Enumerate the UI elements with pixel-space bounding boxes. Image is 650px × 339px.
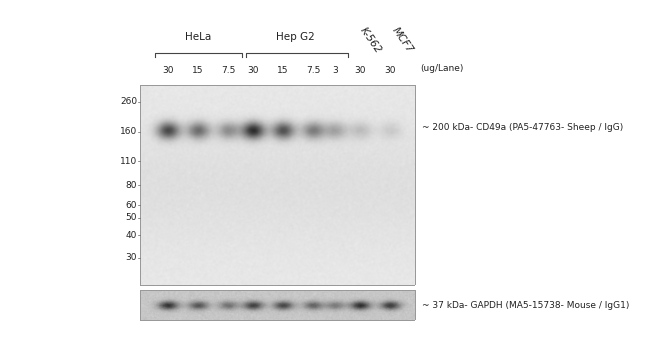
Text: Hep G2: Hep G2 bbox=[276, 32, 315, 42]
Text: 30: 30 bbox=[125, 254, 137, 262]
Text: 30: 30 bbox=[247, 66, 259, 75]
Text: 30: 30 bbox=[354, 66, 366, 75]
Text: 7.5: 7.5 bbox=[306, 66, 320, 75]
Text: 30: 30 bbox=[162, 66, 174, 75]
Text: 160: 160 bbox=[120, 127, 137, 137]
Text: 40: 40 bbox=[125, 231, 137, 239]
Text: 15: 15 bbox=[278, 66, 289, 75]
Text: ~ 200 kDa- CD49a (PA5-47763- Sheep / IgG): ~ 200 kDa- CD49a (PA5-47763- Sheep / IgG… bbox=[422, 123, 623, 133]
Text: HeLa: HeLa bbox=[185, 32, 211, 42]
Text: 15: 15 bbox=[192, 66, 203, 75]
Text: 80: 80 bbox=[125, 180, 137, 190]
Text: ~ 37 kDa- GAPDH (MA5-15738- Mouse / IgG1): ~ 37 kDa- GAPDH (MA5-15738- Mouse / IgG1… bbox=[422, 300, 629, 310]
Text: (ug/Lane): (ug/Lane) bbox=[420, 64, 463, 73]
Text: 60: 60 bbox=[125, 200, 137, 210]
Text: 260: 260 bbox=[120, 98, 137, 106]
Text: 50: 50 bbox=[125, 214, 137, 222]
Text: 3: 3 bbox=[332, 66, 338, 75]
Text: 110: 110 bbox=[120, 157, 137, 165]
Text: K-562: K-562 bbox=[358, 25, 383, 55]
Text: 7.5: 7.5 bbox=[221, 66, 235, 75]
Text: MCF7: MCF7 bbox=[390, 26, 415, 55]
Text: 30: 30 bbox=[384, 66, 396, 75]
